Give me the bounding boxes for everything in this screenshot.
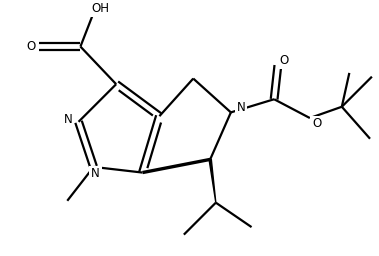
Text: N: N (237, 101, 246, 114)
Polygon shape (209, 159, 216, 203)
Text: OH: OH (91, 3, 110, 15)
Text: N: N (91, 167, 100, 180)
Text: O: O (312, 117, 321, 130)
Text: O: O (26, 40, 35, 53)
Text: N: N (64, 113, 72, 126)
Text: O: O (279, 54, 288, 67)
